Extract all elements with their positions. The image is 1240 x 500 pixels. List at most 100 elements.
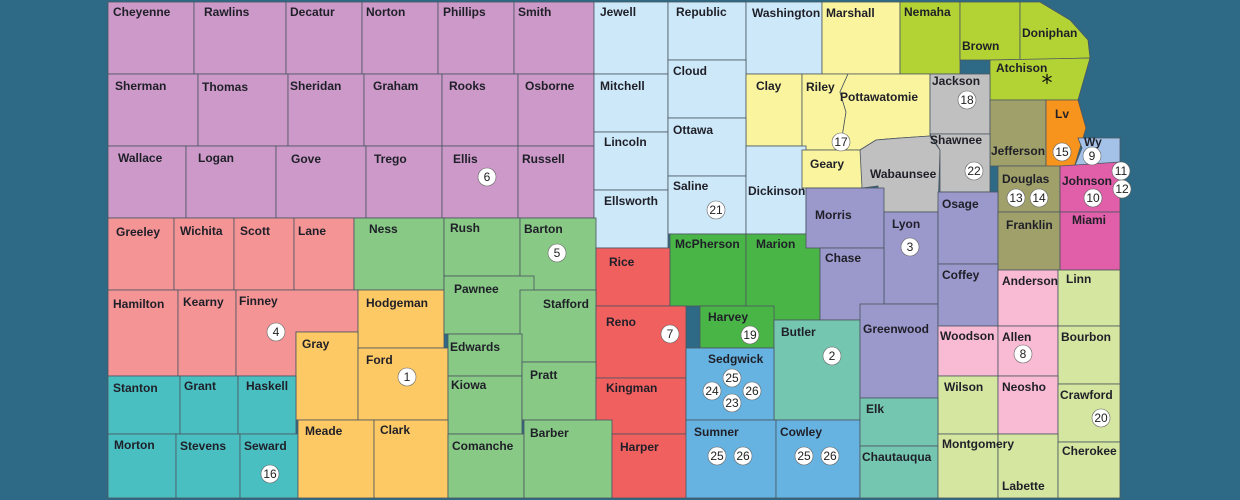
- county-coffey[interactable]: [937, 263, 999, 327]
- county-washington[interactable]: [745, 1, 823, 75]
- county-montgomery[interactable]: [937, 433, 999, 499]
- county-lyon[interactable]: [883, 211, 939, 305]
- county-hodgeman[interactable]: [357, 289, 445, 349]
- county-ellsworth[interactable]: [593, 189, 669, 249]
- county-cloud[interactable]: [667, 59, 747, 119]
- county-brown[interactable]: [959, 1, 1021, 61]
- district-marker-5[interactable]: 5: [547, 243, 567, 263]
- county-butler[interactable]: [773, 319, 861, 421]
- district-marker-22[interactable]: 22: [964, 161, 984, 181]
- county-wilson[interactable]: [937, 375, 999, 435]
- county-sherman[interactable]: [107, 73, 199, 147]
- district-marker-9[interactable]: 9: [1082, 146, 1102, 166]
- county-clark[interactable]: [373, 419, 449, 499]
- county-linn[interactable]: [1057, 269, 1121, 327]
- county-thomas[interactable]: [197, 73, 289, 147]
- county-scott[interactable]: [233, 217, 295, 291]
- district-marker-14[interactable]: 14: [1029, 188, 1049, 208]
- district-marker-26[interactable]: 26: [733, 446, 753, 466]
- county-edwards[interactable]: [447, 333, 523, 377]
- county-osage[interactable]: [937, 191, 999, 265]
- district-marker-15[interactable]: 15: [1052, 142, 1072, 162]
- district-marker-11[interactable]: 11: [1111, 161, 1131, 181]
- county-sumner[interactable]: [685, 419, 777, 499]
- county-norton[interactable]: [361, 1, 439, 75]
- county-mcpherson[interactable]: [669, 233, 747, 307]
- district-marker-25[interactable]: 25: [794, 446, 814, 466]
- district-marker-26[interactable]: 26: [742, 381, 762, 401]
- county-ness[interactable]: [353, 217, 445, 291]
- district-marker-20[interactable]: 20: [1091, 408, 1111, 428]
- district-marker-2[interactable]: 2: [822, 346, 842, 366]
- county-cowley[interactable]: [775, 419, 861, 499]
- county-morris[interactable]: [805, 187, 885, 249]
- label-meade: Meade: [305, 424, 343, 438]
- county-cheyenne[interactable]: [107, 1, 195, 75]
- county-anderson[interactable]: [997, 269, 1059, 327]
- county-rawlins[interactable]: [193, 1, 287, 75]
- district-marker-18[interactable]: 18: [957, 90, 977, 110]
- county-rooks[interactable]: [441, 73, 519, 147]
- county-wallace[interactable]: [107, 145, 187, 219]
- county-wichita[interactable]: [173, 217, 235, 291]
- district-marker-17[interactable]: 17: [831, 132, 851, 152]
- county-miami[interactable]: [1059, 211, 1121, 271]
- county-republic[interactable]: [667, 1, 747, 61]
- county-ottawa[interactable]: [667, 117, 747, 177]
- county-logan[interactable]: [185, 145, 277, 219]
- district-marker-10[interactable]: 10: [1083, 188, 1103, 208]
- district-marker-1[interactable]: 1: [397, 367, 417, 387]
- district-marker-26[interactable]: 26: [820, 446, 840, 466]
- county-clay[interactable]: [745, 73, 803, 147]
- district-marker-23[interactable]: 23: [722, 393, 742, 413]
- county-grant[interactable]: [179, 375, 239, 435]
- county-osborne[interactable]: [517, 73, 595, 147]
- county-gray[interactable]: [295, 331, 359, 421]
- county-stanton[interactable]: [107, 375, 181, 435]
- county-greenwood[interactable]: [859, 303, 939, 399]
- county-hamilton[interactable]: [107, 289, 179, 377]
- county-meade[interactable]: [297, 419, 375, 499]
- county-sheridan[interactable]: [287, 73, 365, 147]
- district-marker-6[interactable]: 6: [477, 167, 497, 187]
- county-decatur[interactable]: [285, 1, 363, 75]
- county-chase[interactable]: [819, 247, 885, 321]
- county-kearny[interactable]: [177, 289, 237, 377]
- county-graham[interactable]: [363, 73, 443, 147]
- county-morton[interactable]: [107, 433, 177, 499]
- county-mitchell[interactable]: [593, 73, 669, 133]
- county-saline[interactable]: [667, 175, 747, 235]
- county-harper[interactable]: [611, 433, 689, 499]
- county-greeley[interactable]: [107, 217, 175, 291]
- district-marker-12[interactable]: 12: [1112, 179, 1132, 199]
- county-haskell[interactable]: [237, 375, 297, 435]
- county-russell[interactable]: [517, 145, 595, 219]
- county-pratt[interactable]: [521, 361, 597, 421]
- county-crawford[interactable]: [1057, 383, 1121, 443]
- county-marshall[interactable]: [821, 1, 901, 75]
- county-woodson[interactable]: [937, 325, 999, 377]
- county-franklin[interactable]: [997, 211, 1061, 271]
- district-marker-19[interactable]: 19: [740, 325, 760, 345]
- district-marker-21[interactable]: 21: [706, 200, 726, 220]
- county-jewell[interactable]: [593, 1, 669, 75]
- district-marker-3[interactable]: 3: [900, 237, 920, 257]
- district-marker-25[interactable]: 25: [707, 446, 727, 466]
- county-elk[interactable]: [859, 397, 939, 447]
- county-gove[interactable]: [275, 145, 367, 219]
- county-cherokee[interactable]: [1057, 441, 1121, 499]
- district-marker-13[interactable]: 13: [1006, 188, 1026, 208]
- district-marker-8[interactable]: 8: [1013, 344, 1033, 364]
- district-marker-7[interactable]: 7: [660, 324, 680, 344]
- district-marker-4[interactable]: 4: [266, 322, 286, 342]
- county-stevens[interactable]: [175, 433, 241, 499]
- county-chautauqua[interactable]: [859, 445, 939, 499]
- county-comanche[interactable]: [447, 433, 525, 499]
- county-barber[interactable]: [523, 419, 613, 499]
- county-labette[interactable]: [997, 433, 1059, 499]
- county-kiowa[interactable]: [447, 375, 523, 435]
- district-marker-24[interactable]: 24: [702, 381, 722, 401]
- district-marker-25[interactable]: 25: [722, 368, 742, 388]
- county-dickinson[interactable]: [745, 145, 807, 235]
- district-marker-16[interactable]: 16: [260, 464, 280, 484]
